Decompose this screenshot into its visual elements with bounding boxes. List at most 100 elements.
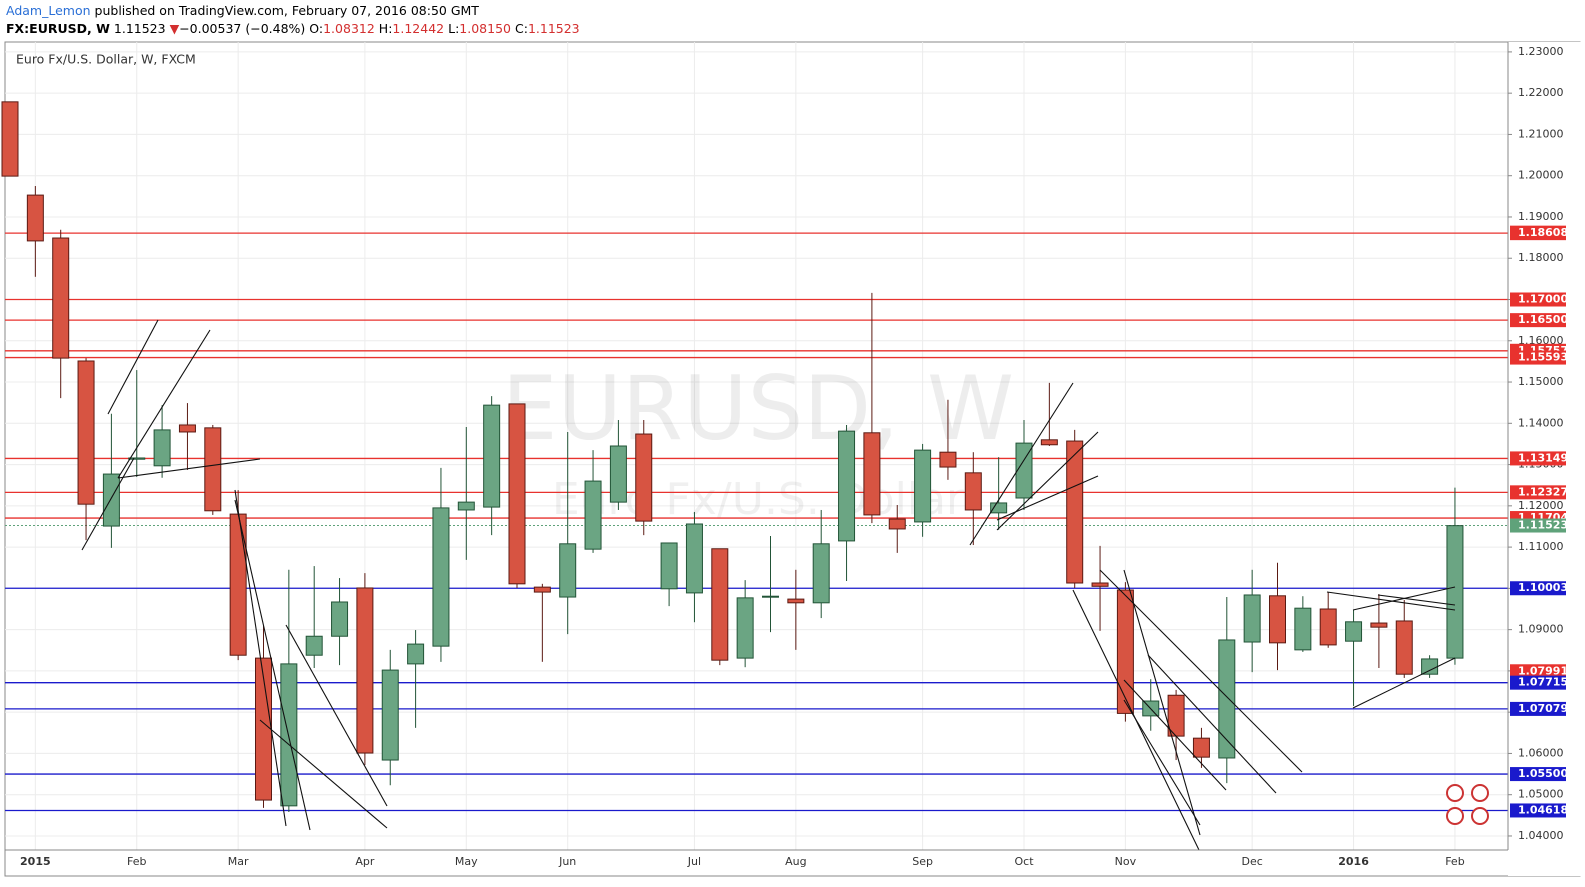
body: [584, 480, 602, 550]
body: [483, 404, 501, 508]
body: [787, 598, 805, 604]
y-tick-label: 1.20000: [1518, 169, 1564, 182]
body: [1091, 582, 1109, 587]
body: [1218, 639, 1236, 759]
x-tick-label: Sep: [912, 855, 933, 868]
level-tag: [1510, 664, 1566, 679]
author[interactable]: Adam_Lemon: [6, 3, 91, 18]
change: −0.00537 (−0.48%): [179, 21, 306, 36]
trend-line: [117, 458, 261, 479]
body: [888, 518, 906, 530]
body: [812, 543, 830, 604]
trend-line: [1123, 679, 1227, 791]
levels: [5, 232, 1508, 812]
trend-line: [996, 431, 1099, 531]
body: [1192, 737, 1210, 758]
x-tick-label: 2016: [1338, 855, 1369, 868]
event-icon: [1471, 807, 1489, 825]
level-label: 1.13149: [1518, 451, 1568, 464]
body: [660, 542, 678, 590]
body: [1015, 442, 1033, 499]
c: 1.11523: [527, 21, 580, 36]
body: [533, 586, 551, 593]
trend-line: [1147, 654, 1277, 794]
body: [838, 430, 856, 542]
trend-line: [1123, 699, 1201, 826]
level-label: 1.17000: [1518, 293, 1568, 306]
trend-line: [234, 489, 287, 827]
x-tick-label: Feb: [127, 855, 146, 868]
trend-line: [1352, 657, 1456, 709]
level-label: 1.18608: [1518, 226, 1568, 239]
event-icon: [1446, 784, 1464, 802]
body: [762, 595, 779, 598]
body: [128, 457, 146, 460]
body: [1370, 622, 1388, 628]
last: 1.11523: [113, 21, 166, 36]
x-tick-label: Jun: [558, 855, 576, 868]
body: [711, 548, 729, 661]
y-tick-label: 1.23000: [1518, 45, 1564, 58]
y-tick-label: 1.15000: [1518, 375, 1564, 388]
level-label: 1.07991: [1518, 664, 1568, 677]
level-label: 1.07079: [1518, 702, 1568, 715]
body: [1294, 607, 1312, 651]
y-tick-label: 1.22000: [1518, 86, 1564, 99]
level-tag: [1510, 675, 1566, 690]
h-label: H:: [378, 21, 393, 36]
body: [52, 237, 70, 359]
body: [305, 635, 323, 656]
body: [331, 601, 349, 637]
level-tag: [1510, 292, 1566, 307]
level-label: 1.11523: [1518, 519, 1568, 532]
watermark: EURUSD, W: [502, 357, 1014, 460]
body: [1319, 608, 1337, 646]
y-tick-label: 1.05000: [1518, 788, 1564, 801]
level-tag: [1510, 451, 1566, 466]
body: [178, 424, 196, 433]
body: [1421, 658, 1439, 675]
body: [1269, 595, 1286, 644]
y-tick-label: 1.04000: [1518, 829, 1564, 842]
level-tag: [1510, 313, 1566, 328]
body: [1040, 439, 1058, 446]
level-label: 1.12327: [1518, 485, 1568, 498]
body: [1066, 440, 1084, 584]
body: [1446, 525, 1464, 659]
body: [964, 472, 982, 511]
body: [153, 429, 171, 467]
level-tag: [1510, 226, 1566, 241]
body: [685, 523, 703, 594]
symbol-line: FX:EURUSD, W 1.11523 ▼−0.00537 (−0.48%) …: [6, 21, 580, 36]
event-icons: [1446, 784, 1489, 825]
body: [1345, 621, 1363, 642]
x-tick-label: Feb: [1445, 855, 1464, 868]
trend-line: [996, 475, 1099, 521]
trend-line: [1377, 594, 1456, 606]
event-icon: [1471, 784, 1489, 802]
trend-line: [117, 329, 211, 479]
level-label: 1.04618: [1518, 803, 1568, 816]
body: [77, 360, 95, 505]
x-tick-label: Nov: [1115, 855, 1137, 868]
body: [990, 502, 1008, 514]
body: [407, 643, 425, 665]
x-tick-label: Mar: [228, 855, 249, 868]
chart: EURUSD, W Euro Fx/U.S. Dollar 1.040001.0…: [1, 41, 1585, 877]
l-label: L:: [448, 21, 460, 36]
body: [863, 432, 881, 516]
level-label: 1.05500: [1518, 767, 1568, 780]
body: [1, 101, 19, 177]
c-label: C:: [514, 21, 528, 36]
x-tick-label: Dec: [1242, 855, 1263, 868]
y-tick-label: 1.19000: [1518, 210, 1564, 223]
level-tag: [1510, 581, 1566, 596]
x-tick-label: May: [455, 855, 478, 868]
body: [457, 501, 475, 511]
axis-labels: 1.040001.050001.060001.070001.080001.090…: [20, 45, 1568, 868]
arrow: ▼: [169, 21, 180, 36]
level-label: 1.10003: [1518, 581, 1568, 594]
body: [1243, 594, 1261, 643]
level-label: 1.07715: [1518, 676, 1568, 689]
y-tick-label: 1.14000: [1518, 416, 1564, 429]
